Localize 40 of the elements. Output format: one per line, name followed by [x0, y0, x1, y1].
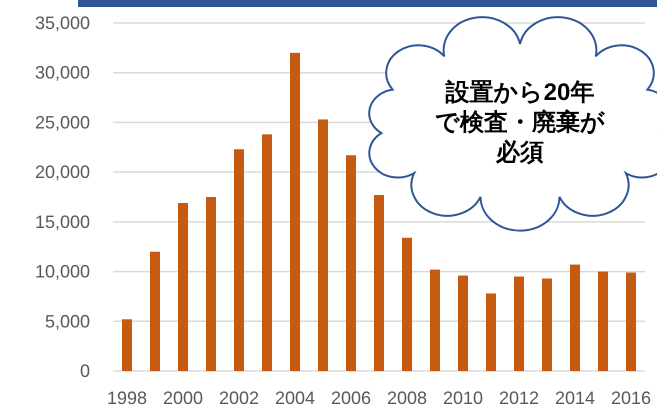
y-tick-label: 5,000 [44, 311, 90, 332]
bar [206, 197, 216, 371]
x-tick-label: 2000 [162, 388, 204, 408]
bar [626, 272, 636, 371]
x-tick-label: 2012 [498, 388, 540, 408]
y-tick-label: 15,000 [34, 212, 90, 232]
bar [318, 119, 328, 371]
bar [178, 202, 188, 371]
bar [430, 270, 440, 371]
x-tick-label: 2006 [330, 388, 372, 408]
y-tick-label: 35,000 [34, 13, 90, 33]
annotation: で検査・廃棄が [435, 108, 605, 136]
bar [150, 252, 160, 371]
bar [570, 264, 580, 371]
bar [374, 195, 384, 371]
bar [514, 276, 524, 371]
bar [290, 52, 300, 371]
bar [122, 319, 132, 371]
x-tick-label: 2010 [442, 388, 484, 408]
y-tick-label: 20,000 [34, 162, 90, 182]
x-tick-label: 2014 [554, 388, 596, 408]
bar [486, 293, 496, 371]
annotation: 必須 [495, 139, 544, 166]
y-tick-label: 10,000 [34, 262, 90, 282]
x-tick-label: 1998 [106, 388, 148, 408]
y-tick-label: 0 [80, 361, 90, 381]
y-tick-label: 25,000 [34, 112, 90, 132]
x-tick-label: 2004 [274, 388, 316, 408]
x-tick-label: 2016 [610, 388, 652, 408]
bar [458, 276, 468, 371]
bar [402, 238, 412, 371]
x-tick-label: 2008 [386, 388, 428, 408]
bar [262, 134, 272, 371]
bar [598, 272, 608, 371]
x-tick-label: 2002 [218, 388, 260, 408]
bar [346, 155, 356, 371]
annotation: 設置から20年 [444, 79, 594, 106]
bar [542, 278, 552, 371]
y-tick-label: 30,000 [34, 62, 90, 83]
bar [234, 149, 244, 371]
